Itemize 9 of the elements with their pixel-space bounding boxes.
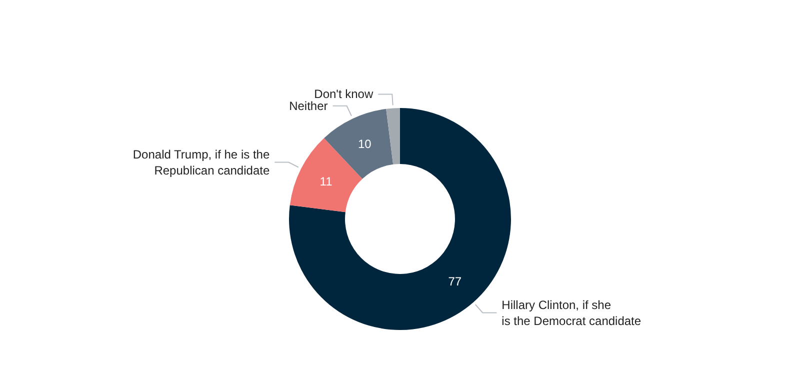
data-label: 11	[320, 174, 333, 188]
slice-label: Neither	[289, 98, 328, 113]
slice-label: Donald Trump, if he is the Republican candidate	[132, 147, 270, 178]
donut-slice	[386, 108, 400, 164]
data-label: 77	[448, 274, 462, 288]
donut-slice	[324, 108, 394, 179]
slice-label: Don't know	[314, 87, 374, 102]
slice-label: Hillary Clinton, if she is the Democrat candidate	[502, 298, 642, 328]
data-label: 10	[358, 136, 372, 151]
